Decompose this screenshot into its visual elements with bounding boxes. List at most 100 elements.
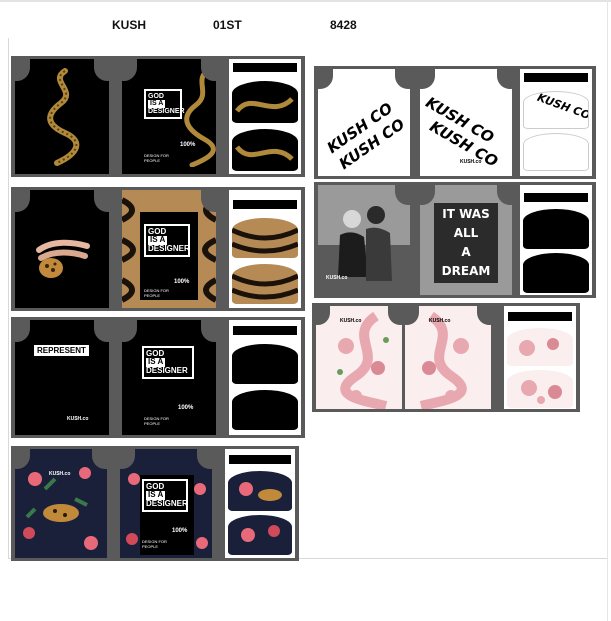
god-line3: DESIGNER [146,365,188,375]
sleeve-set [504,306,576,409]
god-line1: GOD [148,227,167,236]
design-panel-snake[interactable]: GOD IS A DESIGNER 100% DESIGN FOR PEOPLE [11,56,305,177]
god-line1: GOD [148,93,164,100]
god-designer-box: GOD IS A DESIGNER [144,89,185,120]
sleeve-right [507,370,573,408]
sleeve-right [232,390,298,430]
dream-line2: ALL [453,226,479,240]
sleeve-set [229,190,301,308]
page-frame-right [607,0,608,621]
god-line3: DESIGNER [148,243,190,253]
kush-script-text: KUSH CO [535,91,589,123]
brand-mark: KUSH.co [67,416,89,422]
sleeve-left [507,328,573,366]
god-percent: 100% [178,405,194,411]
dream-line4: DREAM [441,264,491,278]
god-designer-box: GOD IS A DESIGNER [142,346,194,380]
god-percent: 100% [174,279,190,285]
design-panel-roses[interactable]: KUSH.co KUSH.co [312,303,580,412]
snake-graphic [47,68,80,166]
sleeve-right [228,515,292,555]
page-frame-bottom [8,558,608,559]
shirt-front [15,59,109,174]
shirt-front: REPRESENT KUSH.co [15,320,109,435]
sleeve-label-bar [508,312,572,321]
brand-mark: KUSH.co [340,318,362,324]
brand-mark: KUSH.co [429,318,451,324]
tiger-stripes [232,227,298,254]
design-panel-inner [140,475,194,555]
header-number: 8428 [330,18,357,32]
god-line3: DESIGNER [146,498,188,508]
sleeve-right [232,264,298,304]
god-line2: IS A [146,357,166,367]
hands-graphic [36,239,90,278]
design-panel-represent[interactable]: REPRESENT KUSH.co GOD IS A DESIGNER 100%… [11,317,305,438]
god-line1: GOD [146,482,165,491]
sleeve-set [225,449,295,558]
shirt-back: KUSH.co [405,306,491,409]
shirt-back: GOD IS A DESIGNER 100% DESIGN FOR PEOPLE [122,190,216,308]
god-footer: DESIGN FOR PEOPLE [144,416,169,426]
brand-mark: KUSH.co [460,159,482,165]
dream-line1: IT WAS [442,207,490,221]
page-frame-left [8,38,9,558]
sleeve-label-bar [233,63,297,72]
sleeve-left [232,81,298,123]
sleeve-left [232,344,298,384]
snake-graphic [235,97,294,113]
dream-line3: A [461,245,471,259]
god-percent: 100% [172,528,188,534]
design-panel-kush-script[interactable]: KUSH CO KUSH CO KUSH CO KUSH CO KUSH.co … [314,66,596,179]
shirt-front: KUSH.co [15,449,107,558]
rose-graphic [337,311,389,409]
sleeve-right [523,253,589,293]
dream-text-box: IT WAS ALL A DREAM [434,203,498,283]
shirt-front [15,190,109,308]
design-panel-floral[interactable]: KUSH.co GOD IS A DESIGNER 100% DESIGN FO… [11,446,299,561]
god-designer-box: GOD IS A DESIGNER [142,479,188,513]
design-panel-dream[interactable]: KUSH.co IT WAS ALL A DREAM [314,182,596,298]
sleeve-label-bar [524,193,588,202]
sleeve-set [229,59,301,174]
shirt-back: KUSH CO KUSH CO KUSH.co [420,69,512,176]
god-footer: DESIGN FOR PEOPLE [144,288,169,298]
snake-graphic [235,145,294,161]
shirt-front: KUSH.co [318,185,410,295]
photo-graphic [318,185,410,295]
shirt-front: KUSH.co [316,306,402,409]
sleeve-left [523,209,589,249]
sleeve-set: KUSH CO [520,69,592,176]
design-panel-leopard-hands[interactable]: GOD IS A DESIGNER 100% DESIGN FOR PEOPLE [11,187,305,311]
sleeve-label-bar [233,326,297,335]
sleeve-label-bar [524,73,588,82]
brand-mark: KUSH.co [326,275,348,281]
god-percent: 100% [180,142,196,148]
god-footer: DESIGN FOR PEOPLE [142,539,167,549]
shirt-back: IT WAS ALL A DREAM [420,185,512,295]
god-footer: DESIGN FOR PEOPLE [144,153,169,163]
shirt-back: GOD IS A DESIGNER 100% DESIGN FOR PEOPLE [120,449,212,558]
god-line3: DESIGNER [148,107,185,115]
header-code: 01ST [213,18,242,32]
rose-graphic [419,311,469,409]
shirt-front: KUSH CO KUSH CO [318,69,410,176]
god-line2: IS A [148,100,166,108]
represent-label: REPRESENT [33,344,90,357]
tiger-stripes [232,273,298,300]
rose-graphic [519,338,559,356]
sleeve-label-bar [233,200,297,209]
page-frame-top [0,0,611,2]
sleeve-set [520,185,592,295]
brand-mark: KUSH.co [49,471,71,477]
god-line2: IS A [146,490,166,500]
sleeve-label-bar [229,455,291,464]
floral-graphic [239,482,282,501]
sleeve-left [232,218,298,258]
sleeve-set [229,320,301,435]
floral-graphic [126,473,208,549]
header-brand: KUSH [112,18,147,32]
god-designer-box: GOD IS A DESIGNER [144,224,190,258]
god-line1: GOD [146,349,165,358]
god-line2: IS A [148,235,168,245]
